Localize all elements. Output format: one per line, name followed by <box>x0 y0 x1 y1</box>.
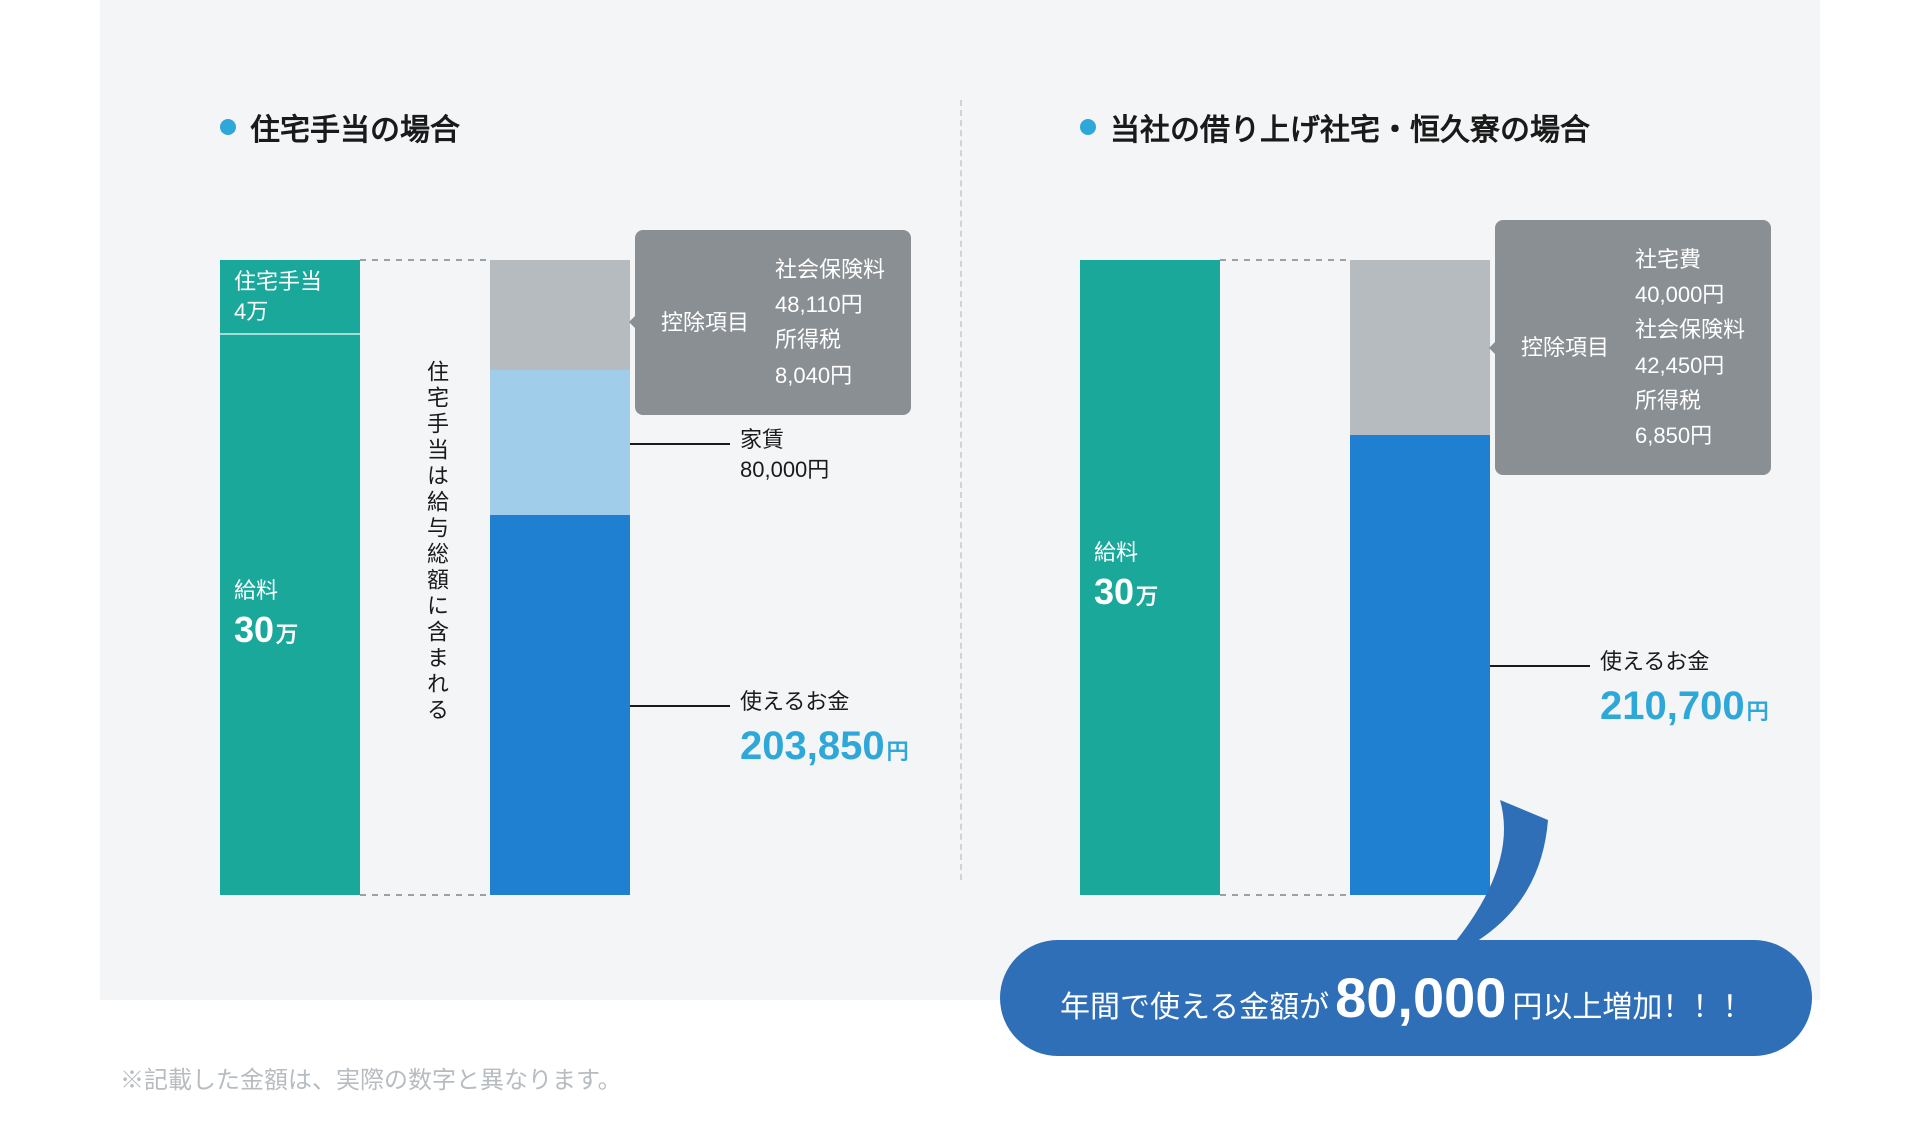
allowance-value: 4万 <box>234 297 360 327</box>
bullet-icon <box>1080 119 1096 135</box>
usable-unit: 円 <box>1747 699 1769 724</box>
seg-usable <box>490 515 630 895</box>
salary-unit: 万 <box>276 622 298 647</box>
right-bar-salary: 給料 30万 <box>1080 260 1220 895</box>
ann-usable: 使えるお金 210,700円 <box>1600 647 1769 734</box>
usable-value: 203,850 <box>740 724 885 768</box>
left-bar-salary: 住宅手当 4万 給料 30万 <box>220 260 360 895</box>
seg-deduction <box>1350 260 1490 435</box>
seg-rent <box>490 370 630 515</box>
callout-label: 控除項目 <box>1521 242 1609 453</box>
right-deduction-callout: 控除項目 社宅費40,000円社会保険料42,450円所得税6,850円 <box>1495 220 1771 475</box>
bubble-big: 80,000 <box>1335 970 1506 1026</box>
right-bar-area: 給料 30万 控除項目 社宅費40,000円社会保険料42,450円所得税6,8… <box>1080 215 1800 895</box>
leader-usable <box>630 705 730 707</box>
usable-label: 使えるお金 <box>1600 647 1769 678</box>
bubble-post: 円以上増加！！！ <box>1512 982 1752 1026</box>
stage: 住宅手当の場合 住宅手当 4万 給料 30万 住宅手当は給与総額に含まれる <box>100 0 1820 1000</box>
salary-value: 30 <box>234 609 274 650</box>
usable-unit: 円 <box>887 739 909 764</box>
allowance-label: 住宅手当 <box>234 267 360 297</box>
rent-label: 家賃 <box>740 425 829 456</box>
left-bar-breakdown <box>490 260 630 895</box>
panel-right-title-text: 当社の借り上げ社宅・恒久寮の場合 <box>1110 105 1590 149</box>
salary-label: 給料 <box>234 576 360 606</box>
callout-lines: 社宅費40,000円社会保険料42,450円所得税6,850円 <box>1635 242 1745 453</box>
usable-value: 210,700 <box>1600 684 1745 728</box>
leader-rent <box>630 443 730 445</box>
bullet-icon <box>220 119 236 135</box>
ann-usable: 使えるお金 203,850円 <box>740 687 909 774</box>
salary-value: 30 <box>1094 571 1134 612</box>
seg-salary: 給料 30万 <box>1080 260 1220 895</box>
panel-right-title: 当社の借り上げ社宅・恒久寮の場合 <box>1080 105 1590 149</box>
panel-right: 当社の借り上げ社宅・恒久寮の場合 給料 30万 控除項目 社宅費40,000円社 <box>960 0 1820 1000</box>
footnote: ※記載した金額は、実際の数字と異なります。 <box>120 1060 622 1104</box>
callout-lines: 社会保険料48,110円所得税8,040円 <box>775 252 885 393</box>
ann-rent: 家賃 80,000円 <box>740 425 829 487</box>
salary-unit: 万 <box>1136 584 1158 609</box>
seg-deduction <box>490 260 630 370</box>
left-deduction-callout: 控除項目 社会保険料48,110円所得税8,040円 <box>635 230 911 415</box>
left-bar-area: 住宅手当 4万 給料 30万 住宅手当は給与総額に含まれる <box>220 215 940 895</box>
rent-value: 80,000円 <box>740 455 829 486</box>
summary-bubble: 年間で使える金額が 80,000 円以上増加！！！ <box>1000 940 1812 1056</box>
salary-label: 給料 <box>1094 538 1220 568</box>
seg-allowance: 住宅手当 4万 <box>220 260 360 335</box>
usable-label: 使えるお金 <box>740 687 909 718</box>
callout-label: 控除項目 <box>661 252 749 393</box>
panel-left-title-text: 住宅手当の場合 <box>250 105 460 149</box>
bubble-tail-icon <box>1430 800 1550 960</box>
bubble-pre: 年間で使える金額が <box>1060 982 1329 1026</box>
panel-left-title: 住宅手当の場合 <box>220 105 460 149</box>
panel-left: 住宅手当の場合 住宅手当 4万 給料 30万 住宅手当は給与総額に含まれる <box>100 0 960 1000</box>
seg-salary: 給料 30万 <box>220 335 360 895</box>
leader-usable <box>1490 665 1590 667</box>
